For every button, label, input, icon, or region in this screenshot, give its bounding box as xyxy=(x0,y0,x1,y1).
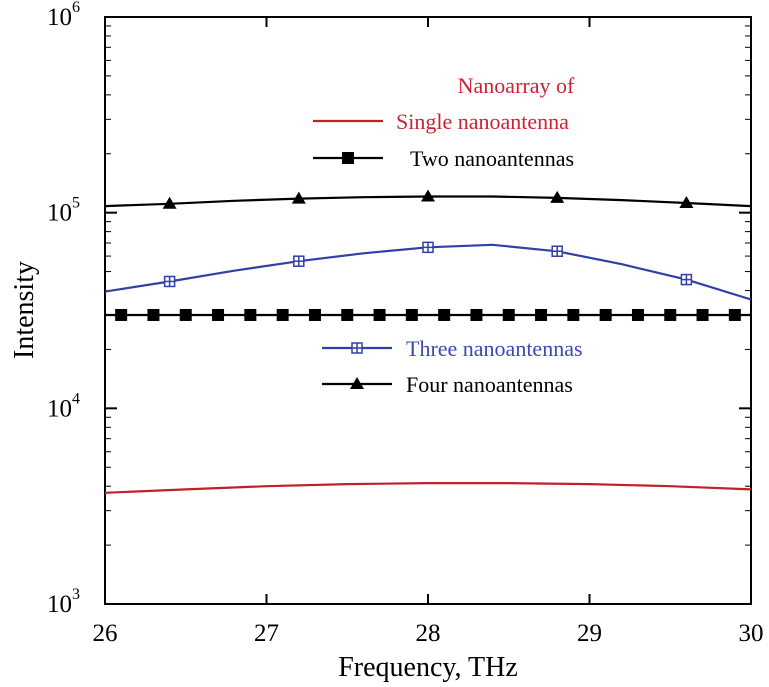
y-tick-base: 10 xyxy=(47,591,72,618)
data-marker xyxy=(212,308,225,321)
data-marker xyxy=(291,191,306,204)
data-marker xyxy=(631,308,644,321)
y-tick-exponent: 4 xyxy=(72,390,80,407)
series-three-nanoantennas xyxy=(105,241,751,301)
y-tick-exponent: 5 xyxy=(72,195,80,212)
legend-entry: Three nanoantennas xyxy=(322,336,583,361)
legend-label: Two nanoantennas xyxy=(410,146,574,171)
data-marker xyxy=(163,275,176,288)
data-marker xyxy=(422,241,434,254)
x-tick-label: 27 xyxy=(254,620,279,647)
data-marker xyxy=(179,308,192,321)
y-tick-exponent: 3 xyxy=(72,586,80,603)
tick-marks xyxy=(104,17,752,605)
data-marker xyxy=(535,308,548,321)
data-marker xyxy=(147,308,160,321)
data-marker xyxy=(308,308,321,321)
data-marker xyxy=(405,308,418,321)
y-tick-label: 106 xyxy=(47,0,80,31)
series-layer xyxy=(105,189,751,494)
data-marker xyxy=(244,308,257,321)
legend-marker xyxy=(342,152,354,164)
data-marker xyxy=(664,308,677,321)
data-marker xyxy=(599,308,612,321)
x-axis-title: Frequency, THz xyxy=(338,652,518,683)
data-marker xyxy=(293,255,305,267)
legend-label: Three nanoantennas xyxy=(406,336,583,361)
x-tick-label: 29 xyxy=(577,620,602,647)
y-tick-base: 10 xyxy=(47,200,72,227)
x-tick-label: 26 xyxy=(93,620,118,647)
y-tick-base: 10 xyxy=(47,395,72,422)
y-tick-label: 104 xyxy=(47,390,80,422)
data-marker xyxy=(696,308,709,321)
data-marker xyxy=(550,190,565,203)
series-single-nanoantenna xyxy=(105,482,751,494)
legend-label: Four nanoantennas xyxy=(406,372,573,397)
y-tick-exponent: 6 xyxy=(72,0,80,16)
data-marker xyxy=(470,308,483,321)
data-marker xyxy=(341,308,354,321)
data-marker xyxy=(438,308,451,321)
data-marker xyxy=(567,308,580,321)
series-two-nanoantennas xyxy=(105,308,751,321)
data-marker xyxy=(421,189,435,202)
y-tick-base: 10 xyxy=(47,4,72,31)
legend-title: Nanoarray of xyxy=(458,73,575,98)
data-marker xyxy=(680,273,693,286)
legend-entry: Four nanoantennas xyxy=(322,372,573,397)
y-axis-title: Intensity xyxy=(9,261,40,359)
legend-entry: Single nanoantenna xyxy=(313,109,569,134)
legend-marker xyxy=(350,377,364,389)
legend: Nanoarray of Single nanoantenna Two nanoan… xyxy=(313,73,583,397)
data-marker xyxy=(115,308,128,321)
x-tick-label: 28 xyxy=(416,620,441,647)
data-marker xyxy=(162,196,177,209)
data-marker xyxy=(728,308,741,321)
y-tick-label: 105 xyxy=(47,195,80,227)
series-four-nanoantennas xyxy=(105,189,751,209)
data-marker xyxy=(679,196,694,209)
data-marker xyxy=(551,245,563,258)
plot-frame xyxy=(104,16,752,605)
data-marker xyxy=(276,308,289,321)
y-tick-label: 103 xyxy=(47,586,80,618)
legend-entry: Two nanoantennas xyxy=(313,146,574,171)
x-tick-label: 30 xyxy=(739,620,764,647)
legend-marker xyxy=(351,342,363,354)
data-marker xyxy=(502,308,515,321)
series-line xyxy=(105,482,751,494)
data-marker xyxy=(373,308,386,321)
legend-label: Single nanoantenna xyxy=(396,109,569,134)
